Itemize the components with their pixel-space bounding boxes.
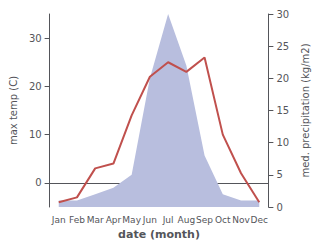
svg-text:Feb: Feb (69, 215, 85, 225)
svg-text:5: 5 (276, 169, 282, 180)
svg-text:Nov: Nov (232, 215, 250, 225)
svg-text:30: 30 (276, 9, 289, 20)
svg-text:max temp (C): max temp (C) (8, 76, 19, 145)
svg-text:20: 20 (29, 81, 42, 92)
svg-text:20: 20 (276, 73, 289, 84)
svg-text:0: 0 (35, 177, 41, 188)
svg-text:Apr: Apr (106, 215, 122, 225)
svg-text:May: May (122, 215, 141, 225)
svg-text:Sep: Sep (196, 215, 213, 225)
svg-text:10: 10 (276, 137, 289, 148)
svg-text:med. precipitation (kg/m2): med. precipitation (kg/m2) (300, 43, 311, 177)
svg-text:0: 0 (276, 202, 282, 213)
svg-text:10: 10 (29, 129, 42, 140)
svg-text:25: 25 (276, 41, 289, 52)
svg-text:Jan: Jan (51, 215, 66, 225)
svg-text:30: 30 (29, 33, 42, 44)
svg-text:Jun: Jun (142, 215, 157, 225)
svg-text:date (month): date (month) (118, 228, 200, 241)
svg-text:Aug: Aug (178, 215, 196, 225)
svg-text:Jul: Jul (162, 215, 174, 225)
svg-text:Dec: Dec (251, 215, 268, 225)
svg-text:Mar: Mar (87, 215, 104, 225)
svg-text:15: 15 (276, 105, 289, 116)
svg-text:Oct: Oct (215, 215, 231, 225)
